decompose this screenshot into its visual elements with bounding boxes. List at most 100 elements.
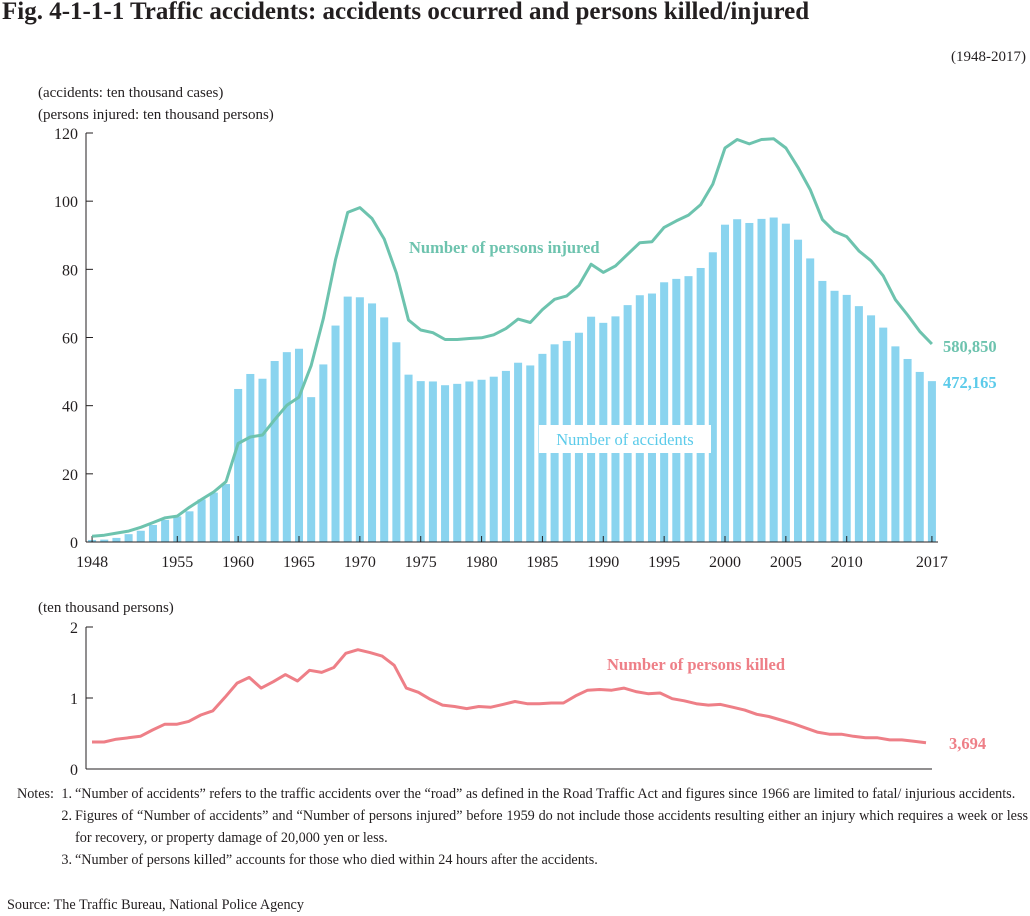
top-y-axis-label-1: (accidents: ten thousand cases) xyxy=(38,85,223,101)
accident-bar xyxy=(757,218,766,542)
bottom-y-tick-label: 0 xyxy=(70,762,78,779)
killed-end-value: 3,694 xyxy=(949,734,986,753)
top-y-tick-label: 80 xyxy=(62,262,78,279)
top-y-tick-label: 20 xyxy=(62,467,78,484)
top-y-tick-label: 100 xyxy=(54,194,78,211)
accident-bar xyxy=(282,352,291,542)
accident-bar xyxy=(696,267,705,542)
accident-bar xyxy=(684,276,693,542)
accident-bar xyxy=(647,293,656,542)
accident-bar xyxy=(891,346,900,542)
accident-bar xyxy=(221,484,230,542)
accident-bar xyxy=(927,381,936,542)
top-x-tick-label: 2005 xyxy=(770,554,802,571)
top-x-tick-label: 1970 xyxy=(344,554,376,571)
top-x-tick-label: 1965 xyxy=(283,554,315,571)
accident-bar xyxy=(769,217,778,542)
accident-bar xyxy=(915,371,924,542)
accident-bar xyxy=(635,295,644,542)
accident-bar xyxy=(842,294,851,542)
note-2: 2. Figures of “Number of accidents” and … xyxy=(0,805,1030,849)
accident-bar xyxy=(514,362,523,542)
accident-bar xyxy=(392,342,401,542)
accident-bar xyxy=(781,223,790,542)
accident-bar xyxy=(380,317,389,542)
top-x-tick-label: 1948 xyxy=(76,554,108,571)
injured-line xyxy=(91,137,933,538)
accident-bar xyxy=(416,381,425,542)
accident-bar xyxy=(355,297,364,542)
accident-bar xyxy=(672,278,681,542)
notes-heading: Notes: xyxy=(16,786,54,802)
injured-end-value: 580,850 xyxy=(943,337,997,356)
accident-bar xyxy=(197,499,206,542)
figure-title: Fig. 4-1-1-1 Traffic accidents: accident… xyxy=(2,0,810,25)
accident-bar xyxy=(234,388,243,542)
accident-bar xyxy=(623,305,632,542)
top-y-tick-label: 0 xyxy=(70,535,78,552)
accident-bar xyxy=(112,537,121,542)
accident-bar xyxy=(867,315,876,542)
note-1-number: 1. xyxy=(61,786,72,802)
note-2-number: 2. xyxy=(61,808,72,824)
note-1: Notes: 1. “Number of accidents” refers t… xyxy=(0,783,1030,805)
accident-bar xyxy=(428,381,437,542)
accident-bar xyxy=(879,327,888,542)
accidents-end-value: 472,165 xyxy=(943,373,997,392)
accident-bar xyxy=(854,306,863,542)
accident-bar xyxy=(209,492,218,542)
note-2-text: Figures of “Number of accidents” and “Nu… xyxy=(75,808,1028,846)
accident-bar xyxy=(161,519,170,542)
top-x-tick-label: 1995 xyxy=(648,554,680,571)
accident-bar xyxy=(465,381,474,542)
top-chart: (accidents: ten thousand cases) (persons … xyxy=(38,85,997,571)
top-x-tick-label: 1960 xyxy=(222,554,254,571)
accident-bar xyxy=(441,385,450,542)
killed-series-label: Number of persons killed xyxy=(607,655,785,674)
note-3-text: “Number of persons killed” accounts for … xyxy=(75,852,598,868)
bottom-chart: (ten thousand persons) 0 1 2 Number of perso… xyxy=(38,600,986,779)
accidents-series-label: Number of accidents xyxy=(556,430,693,449)
top-x-tick-label: 1975 xyxy=(405,554,437,571)
chart-area: (accidents: ten thousand cases) (persons … xyxy=(38,85,997,779)
top-x-tick-label: 1955 xyxy=(161,554,193,571)
accident-bar xyxy=(453,383,462,542)
accident-bar xyxy=(806,258,815,542)
top-y-axis-label-2: (persons injured: ten thousand persons) xyxy=(38,107,274,123)
note-1-text: “Number of accidents” refers to the traf… xyxy=(75,786,1016,802)
bottom-y-tick-label: 1 xyxy=(70,691,78,708)
accident-bar xyxy=(720,224,730,542)
accident-bar xyxy=(173,516,182,542)
accident-bar xyxy=(794,239,803,542)
bottom-y-axis-label: (ten thousand persons) xyxy=(38,600,174,616)
accident-bar xyxy=(124,534,133,542)
accident-bar xyxy=(319,364,328,542)
accident-bar xyxy=(100,539,109,542)
top-x-tick-label: 1980 xyxy=(466,554,498,571)
accident-bar xyxy=(818,280,827,542)
accident-bar xyxy=(745,222,754,543)
top-x-tick-label: 1985 xyxy=(526,554,558,571)
accident-bar xyxy=(343,296,352,542)
accident-bar xyxy=(148,524,157,542)
accident-bar xyxy=(270,361,279,542)
accident-bar xyxy=(501,370,510,542)
accident-bar xyxy=(331,325,340,542)
notes: Notes: 1. “Number of accidents” refers t… xyxy=(0,783,1030,871)
bottom-y-tick-label: 2 xyxy=(70,620,78,637)
accident-bar xyxy=(489,376,498,542)
accident-bar xyxy=(404,374,413,542)
top-x-tick-label: 2000 xyxy=(709,554,741,571)
top-y-tick-label: 60 xyxy=(62,331,78,348)
top-y-tick-label: 120 xyxy=(54,126,78,143)
accident-bar xyxy=(477,379,486,542)
note-3: 3. “Number of persons killed” accounts f… xyxy=(0,849,1030,871)
note-3-number: 3. xyxy=(61,852,72,868)
accident-bar xyxy=(526,365,535,542)
source-line: Source: The Traffic Bureau, National Pol… xyxy=(7,897,304,913)
accident-bar xyxy=(830,290,839,542)
accident-bar xyxy=(708,252,717,542)
accident-bar xyxy=(246,373,255,542)
top-x-tick-label: 2017 xyxy=(916,554,948,571)
accident-bar xyxy=(368,303,377,542)
